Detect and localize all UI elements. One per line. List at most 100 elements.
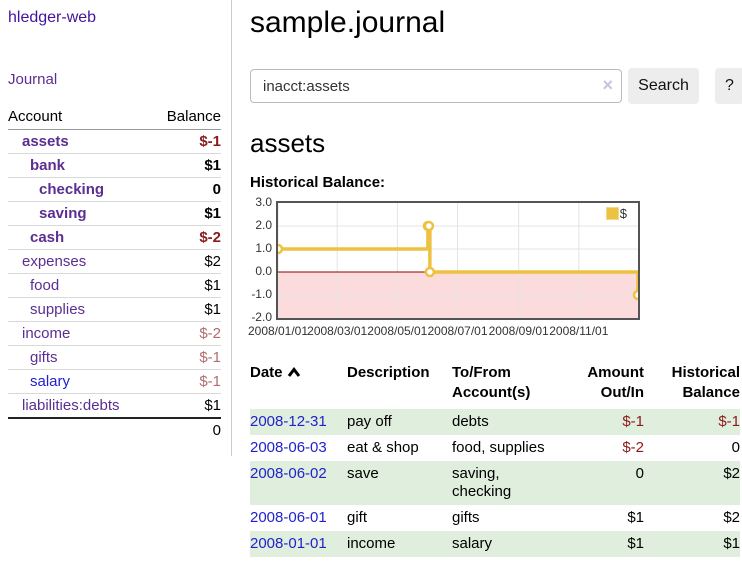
y-axis-tick-label: 0.0 — [255, 264, 272, 278]
transaction-description: gift — [347, 509, 368, 526]
transaction-row[interactable]: 2008-12-31 pay off debts $-1 $-1 — [250, 409, 740, 435]
transaction-date-link[interactable]: 2008-06-02 — [250, 465, 327, 482]
account-balance: $1 — [151, 201, 221, 226]
legend-swatch-icon — [605, 207, 619, 220]
accounts-total-value: 0 — [151, 417, 221, 442]
account-link[interactable]: saving — [39, 205, 87, 222]
transaction-accounts: food, supplies — [452, 439, 545, 456]
amount-column-header: Amount Out/In — [587, 364, 644, 401]
y-axis-tick-label: 1.0 — [255, 241, 272, 255]
transaction-description: eat & shop — [347, 439, 419, 456]
account-balance: $-1 — [199, 133, 221, 150]
account-link[interactable]: food — [30, 277, 60, 294]
balance-column-header: Balance — [151, 105, 221, 130]
account-balance: $1 — [151, 297, 221, 322]
account-row: expenses $2 — [8, 249, 221, 274]
account-row: supplies $1 — [8, 297, 221, 322]
transaction-amount: $1 — [627, 509, 644, 526]
x-axis-tick-label: 2008/03/01 — [307, 324, 368, 338]
account-link[interactable]: checking — [39, 181, 105, 198]
account-row: cash $-2 — [8, 225, 221, 250]
transaction-date-link[interactable]: 2008-06-03 — [250, 439, 327, 456]
legend-series-label: $ — [619, 206, 627, 221]
account-row: food $1 — [8, 273, 221, 298]
account-row: assets $-1 — [8, 130, 221, 154]
account-row: bank $1 — [8, 153, 221, 178]
transaction-description: income — [347, 535, 396, 552]
search-button[interactable]: Search — [628, 68, 699, 104]
y-axis-tick-label: -2.0 — [251, 310, 272, 324]
transaction-date-link[interactable]: 2008-01-01 — [250, 535, 327, 552]
register-header-row: Date Description To/From Account(s) Amou… — [250, 361, 740, 409]
account-link[interactable]: liabilities:debts — [22, 397, 120, 414]
account-link[interactable]: supplies — [30, 301, 86, 318]
clear-search-icon[interactable]: × — [602, 75, 613, 95]
x-axis-tick-label: 2008/01/01 — [247, 324, 309, 338]
description-column-header: Description — [347, 364, 430, 381]
account-balance: $1 — [151, 273, 221, 298]
accounts-table-header: Account Balance — [8, 105, 221, 130]
transaction-amount: $-1 — [622, 413, 644, 430]
app-title-link[interactable]: hledger-web — [8, 9, 97, 26]
account-link[interactable]: expenses — [22, 253, 87, 270]
chart-legend: $ — [605, 206, 627, 221]
account-row: checking 0 — [8, 177, 221, 202]
account-row: saving $1 — [8, 201, 221, 226]
chart-plot-area: $ — [276, 201, 640, 320]
account-row: gifts $-1 — [8, 345, 221, 370]
transaction-date-link[interactable]: 2008-06-01 — [250, 509, 327, 526]
account-balance: $-2 — [151, 225, 221, 250]
account-balance: $-2 — [151, 321, 221, 346]
transaction-amount: 0 — [635, 465, 644, 482]
transaction-accounts: gifts — [452, 509, 480, 526]
transaction-balance: $1 — [723, 535, 740, 552]
account-link[interactable]: cash — [30, 229, 65, 246]
main-content: sample.journal × Search ? assets Histori… — [232, 0, 742, 557]
account-column-header: Account — [8, 105, 152, 130]
transaction-date: 2008-01-01 — [250, 531, 347, 557]
search-bar: × Search ? — [250, 68, 742, 104]
transaction-accounts: debts — [452, 413, 489, 430]
account-row: income $-2 — [8, 321, 221, 346]
chart-title: Historical Balance: — [250, 174, 386, 191]
account-balance: $1 — [151, 393, 221, 418]
transaction-balance: $2 — [723, 509, 740, 526]
search-help-button[interactable]: ? — [715, 68, 742, 104]
transaction-row[interactable]: 2008-01-01 income salary $1 $1 — [250, 531, 740, 557]
sidebar: hledger-web Journal Account Balance asse… — [0, 0, 232, 456]
transaction-description: pay off — [347, 413, 392, 430]
date-column-header[interactable]: Date — [250, 361, 347, 409]
historical-balance-chart: 3.0 2.0 1.0 0.0 -1.0 -2.0 $ 2008/01/01 2008/03… — [248, 195, 742, 339]
transaction-date: 2008-06-03 — [250, 435, 347, 461]
transaction-row[interactable]: 2008-06-01 gift gifts $1 $2 — [250, 505, 740, 531]
accounts-table: Account Balance assets $-1 bank $1 checking 0… — [8, 105, 221, 442]
transaction-date: 2008-12-31 — [250, 409, 347, 435]
account-link[interactable]: bank — [30, 157, 66, 174]
x-axis-tick-label: 2008/07/01 — [427, 324, 488, 338]
account-balance: $-1 — [151, 345, 221, 370]
transaction-balance: $-1 — [718, 413, 740, 430]
account-link[interactable]: income — [22, 325, 71, 342]
account-balance: $2 — [151, 249, 221, 274]
transaction-row[interactable]: 2008-06-03 eat & shop food, supplies $-2 0 — [250, 435, 740, 461]
transaction-balance: $2 — [723, 465, 740, 482]
accounts-total-row: 0 — [8, 417, 221, 442]
search-input[interactable] — [250, 69, 622, 103]
account-link[interactable]: assets — [22, 133, 69, 150]
sidebar-item-journal[interactable]: Journal — [8, 71, 58, 88]
transaction-date: 2008-06-02 — [250, 461, 347, 505]
register-table: Date Description To/From Account(s) Amou… — [250, 361, 740, 557]
account-link[interactable]: salary — [30, 373, 71, 390]
x-axis-tick-label: 2008/05/01 — [367, 324, 428, 338]
transaction-amount: $1 — [627, 535, 644, 552]
x-axis-tick-label: 2008/11/01 — [549, 324, 609, 338]
account-link[interactable]: gifts — [30, 349, 58, 366]
x-axis-tick-label: 2008/09/01 — [488, 324, 549, 338]
account-row: liabilities:debts $1 — [8, 393, 221, 418]
transaction-row[interactable]: 2008-06-02 save saving, checking 0 $2 — [250, 461, 740, 505]
transaction-date-link[interactable]: 2008-12-31 — [250, 413, 327, 430]
account-balance: $1 — [151, 153, 221, 178]
account-balance: $-1 — [151, 369, 221, 394]
y-axis-tick-label: 2.0 — [255, 218, 272, 232]
